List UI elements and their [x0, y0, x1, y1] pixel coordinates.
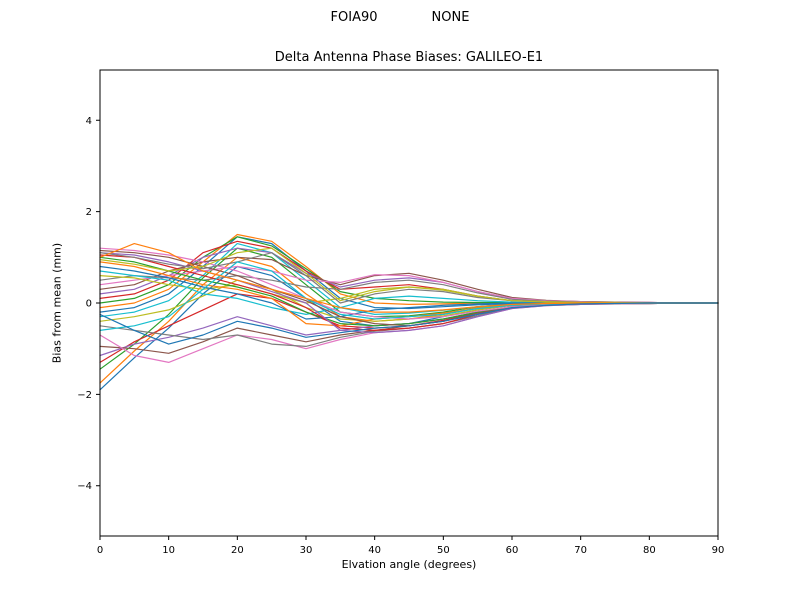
suptitle-left: FOIA90	[330, 10, 378, 25]
y-tick-label: 0	[86, 299, 92, 310]
y-tick-label: −4	[77, 481, 92, 492]
x-tick-label: 80	[643, 545, 656, 556]
x-tick-label: 0	[97, 545, 103, 556]
x-tick-label: 30	[300, 545, 313, 556]
x-tick-label: 90	[712, 545, 725, 556]
series-line	[99, 302, 719, 357]
axes-title: Delta Antenna Phase Biases: GALILEO-E1	[274, 50, 544, 65]
x-tick-label: 70	[574, 545, 587, 556]
x-tick-label: 10	[162, 545, 175, 556]
suptitle-right: NONE	[431, 10, 470, 25]
y-tick-label: −2	[77, 390, 92, 401]
series-line	[99, 302, 719, 347]
x-tick-label: 50	[437, 545, 450, 556]
figure-suptitle: FOIA90 NONE	[0, 10, 800, 25]
x-tick-label: 60	[506, 545, 519, 556]
x-axis-label: Elvation angle (degrees)	[341, 558, 477, 571]
series-line	[99, 302, 719, 345]
x-tick-label: 40	[368, 545, 381, 556]
y-tick-label: 2	[86, 207, 92, 218]
y-tick-label: 4	[86, 116, 92, 127]
x-tick-label: 20	[231, 545, 244, 556]
